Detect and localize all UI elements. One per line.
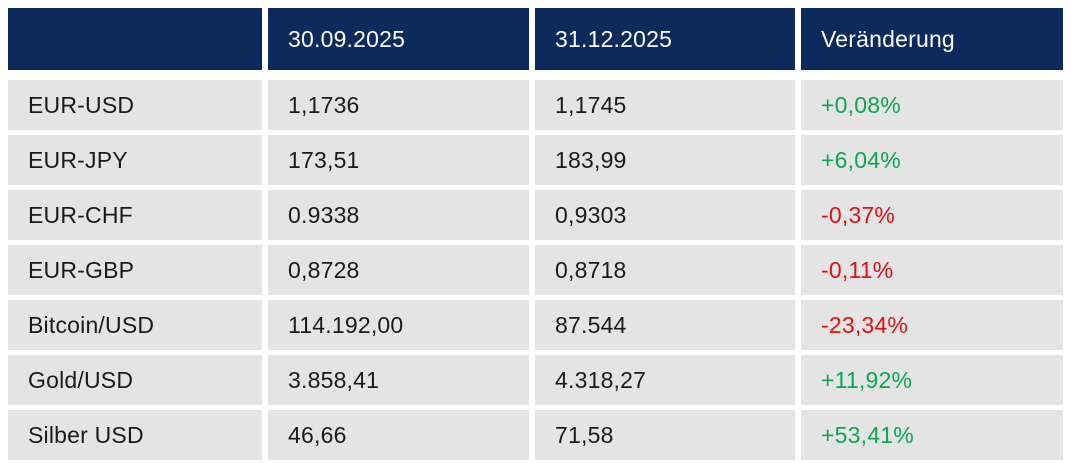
asset-label: EUR-CHF bbox=[8, 190, 262, 240]
asset-label: Silber USD bbox=[8, 410, 262, 460]
value-cell: 173,51 bbox=[268, 135, 529, 185]
table-row: EUR-USD 1,1736 1,1745 +0,08% bbox=[8, 80, 1063, 130]
table-row: EUR-GBP 0,8728 0,8718 -0,11% bbox=[8, 245, 1063, 295]
table-row: Gold/USD 3.858,41 4.318,27 +11,92% bbox=[8, 355, 1063, 405]
table-row: Silber USD 46,66 71,58 +53,41% bbox=[8, 410, 1063, 460]
asset-label: Gold/USD bbox=[8, 355, 262, 405]
rates-table: 30.09.2025 31.12.2025 Veränderung EUR-US… bbox=[8, 8, 1063, 460]
asset-label: EUR-GBP bbox=[8, 245, 262, 295]
change-cell: +6,04% bbox=[801, 135, 1063, 185]
value-cell: 1,1736 bbox=[268, 80, 529, 130]
table-header-row: 30.09.2025 31.12.2025 Veränderung bbox=[8, 8, 1063, 70]
asset-label: EUR-USD bbox=[8, 80, 262, 130]
change-cell: +0,08% bbox=[801, 80, 1063, 130]
table-row: EUR-CHF 0.9338 0,9303 -0,37% bbox=[8, 190, 1063, 240]
table-body: EUR-USD 1,1736 1,1745 +0,08% EUR-JPY 173… bbox=[8, 80, 1063, 460]
value-cell: 3.858,41 bbox=[268, 355, 529, 405]
value-cell: 4.318,27 bbox=[535, 355, 795, 405]
change-cell: +11,92% bbox=[801, 355, 1063, 405]
value-cell: 71,58 bbox=[535, 410, 795, 460]
value-cell: 1,1745 bbox=[535, 80, 795, 130]
change-cell: -23,34% bbox=[801, 300, 1063, 350]
value-cell: 46,66 bbox=[268, 410, 529, 460]
column-header-asset bbox=[8, 8, 262, 70]
value-cell: 0,8718 bbox=[535, 245, 795, 295]
column-header-date-1: 30.09.2025 bbox=[268, 8, 529, 70]
change-cell: -0,11% bbox=[801, 245, 1063, 295]
value-cell: 114.192,00 bbox=[268, 300, 529, 350]
value-cell: 0,9303 bbox=[535, 190, 795, 240]
table-row: Bitcoin/USD 114.192,00 87.544 -23,34% bbox=[8, 300, 1063, 350]
value-cell: 0,8728 bbox=[268, 245, 529, 295]
asset-label: Bitcoin/USD bbox=[8, 300, 262, 350]
change-cell: +53,41% bbox=[801, 410, 1063, 460]
table-row: EUR-JPY 173,51 183,99 +6,04% bbox=[8, 135, 1063, 185]
change-cell: -0,37% bbox=[801, 190, 1063, 240]
value-cell: 87.544 bbox=[535, 300, 795, 350]
value-cell: 183,99 bbox=[535, 135, 795, 185]
column-header-date-2: 31.12.2025 bbox=[535, 8, 795, 70]
column-header-change: Veränderung bbox=[801, 8, 1063, 70]
value-cell: 0.9338 bbox=[268, 190, 529, 240]
asset-label: EUR-JPY bbox=[8, 135, 262, 185]
